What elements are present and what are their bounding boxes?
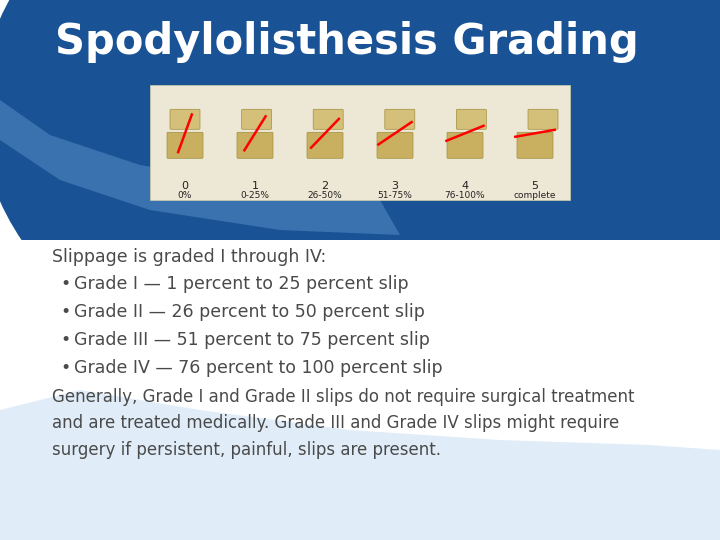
FancyBboxPatch shape: [456, 109, 487, 129]
Text: 4: 4: [462, 181, 469, 191]
Text: Grade II — 26 percent to 50 percent slip: Grade II — 26 percent to 50 percent slip: [74, 303, 425, 321]
Text: complete: complete: [514, 192, 557, 200]
Text: 0-25%: 0-25%: [240, 192, 269, 200]
Text: Grade IV — 76 percent to 100 percent slip: Grade IV — 76 percent to 100 percent sli…: [74, 359, 443, 377]
FancyBboxPatch shape: [170, 109, 200, 129]
Text: 0%: 0%: [178, 192, 192, 200]
Text: 3: 3: [392, 181, 398, 191]
Text: 0: 0: [181, 181, 189, 191]
FancyBboxPatch shape: [447, 132, 483, 158]
Text: Grade I — 1 percent to 25 percent slip: Grade I — 1 percent to 25 percent slip: [74, 275, 409, 293]
Text: 2: 2: [321, 181, 328, 191]
PathPatch shape: [0, 0, 400, 235]
Bar: [0, 240, 720, 540]
PathPatch shape: [0, 390, 720, 540]
Text: •: •: [60, 331, 71, 349]
FancyBboxPatch shape: [384, 109, 415, 129]
FancyBboxPatch shape: [307, 132, 343, 158]
FancyBboxPatch shape: [313, 109, 343, 129]
Text: 1: 1: [251, 181, 258, 191]
Ellipse shape: [0, 0, 720, 420]
FancyBboxPatch shape: [242, 109, 271, 129]
Text: •: •: [60, 359, 71, 377]
Text: 76-100%: 76-100%: [445, 192, 485, 200]
Text: Grade III — 51 percent to 75 percent slip: Grade III — 51 percent to 75 percent sli…: [74, 331, 430, 349]
FancyBboxPatch shape: [517, 132, 553, 158]
Text: 26-50%: 26-50%: [307, 192, 343, 200]
Text: Generally, Grade I and Grade II slips do not require surgical treatment
and are : Generally, Grade I and Grade II slips do…: [52, 388, 634, 459]
Text: Slippage is graded I through IV:: Slippage is graded I through IV:: [52, 248, 326, 266]
FancyBboxPatch shape: [528, 109, 558, 129]
Text: •: •: [60, 275, 71, 293]
Bar: [150, 85, 570, 200]
Text: 5: 5: [531, 181, 539, 191]
Text: Spodylolisthesis Grading: Spodylolisthesis Grading: [55, 21, 639, 63]
FancyBboxPatch shape: [167, 132, 203, 158]
FancyBboxPatch shape: [377, 132, 413, 158]
FancyBboxPatch shape: [237, 132, 273, 158]
Text: •: •: [60, 303, 71, 321]
Text: 51-75%: 51-75%: [377, 192, 413, 200]
